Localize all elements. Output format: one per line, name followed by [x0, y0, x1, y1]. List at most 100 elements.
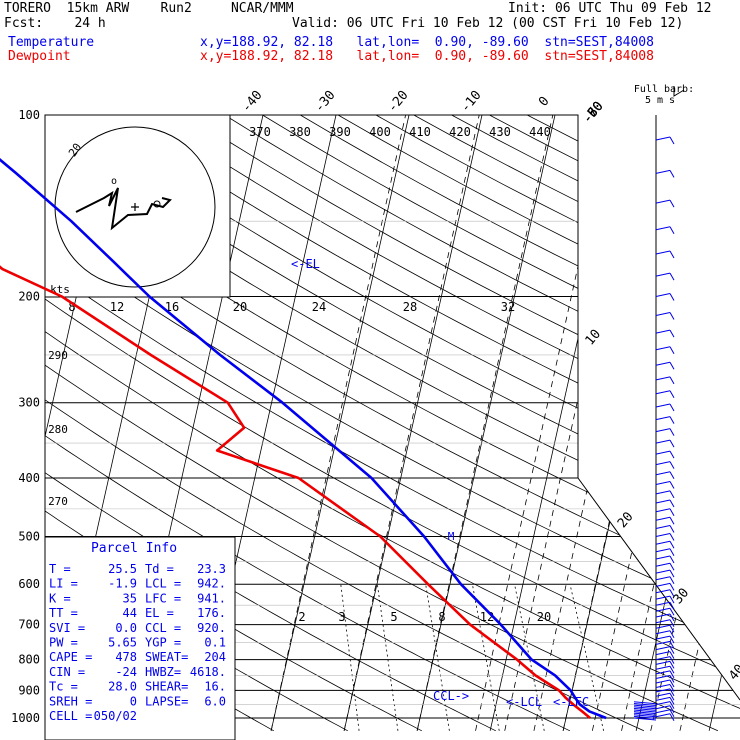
- dry-adiabat-line: [224, 115, 740, 732]
- parcel-info-key: HWBZ=: [145, 665, 181, 679]
- theta-label: 440: [529, 125, 551, 139]
- wind-barb: [655, 701, 675, 709]
- hodograph-ring-label: 20: [66, 141, 84, 159]
- parcel-info-value: 0.0: [115, 621, 137, 635]
- wind-barb: [633, 706, 657, 710]
- dry-adiabat-line: [337, 115, 740, 732]
- isotherm-line: [270, 115, 410, 731]
- wind-barb: [655, 688, 675, 697]
- parcel-info-key: SWEAT=: [145, 650, 188, 664]
- wind-barb: [655, 562, 675, 571]
- wind-barb: [655, 630, 675, 639]
- wind-barb: [655, 136, 675, 145]
- parcel-info-value: 28.0: [108, 680, 137, 694]
- wind-barb: [633, 717, 657, 721]
- wind-barbs: Full barb:5 m s: [634, 84, 694, 721]
- wind-barb: [655, 548, 675, 556]
- wind-barb: [655, 293, 675, 301]
- wind-barb: [655, 679, 675, 688]
- wind-barb: [655, 272, 675, 281]
- pressure-label: 300: [18, 396, 40, 410]
- pressure-label: 200: [18, 290, 40, 304]
- parcel-info-key: SREH =: [49, 694, 92, 708]
- pressure-label: 100: [18, 108, 40, 122]
- isotherm-line: [489, 115, 629, 731]
- wind-barb: [633, 714, 657, 718]
- parcel-info-value: 204: [204, 650, 226, 664]
- isotherm-line: [416, 115, 556, 731]
- wind-barb: [655, 555, 675, 564]
- dry-adiabat-line: [375, 115, 740, 732]
- isotherm-line: [562, 115, 702, 731]
- model-title: TORERO 15km ARW Run2 NCAR/MMM: [4, 1, 294, 16]
- isotherm-label: -50: [580, 99, 607, 127]
- wind-barb: [655, 640, 675, 649]
- dry-adiabat-line: [45, 115, 740, 732]
- wind-barb: [655, 508, 675, 517]
- parcel-info-key: LFC =: [145, 591, 181, 605]
- parcel-info-value: 44: [123, 606, 137, 620]
- wind-barb: [655, 576, 675, 585]
- theta-label: 390: [329, 125, 351, 139]
- moist-adiabat-line: [679, 115, 740, 731]
- theta-label: 420: [449, 125, 471, 139]
- wind-barb: [633, 707, 657, 711]
- parcel-info-key: CELL =: [49, 709, 92, 723]
- wind-barb: [655, 675, 675, 683]
- wind-barb: [655, 582, 675, 591]
- parcel-info-value: 0.1: [204, 636, 226, 650]
- level-annotations: <-EL <-LCL <-LFC CCL-> M: [291, 257, 589, 709]
- parcel-info-value: 920.: [197, 621, 226, 635]
- temperature-legend: Temperature: [8, 35, 95, 50]
- wind-barb: [655, 439, 675, 448]
- parcel-info-key: YGP =: [145, 636, 181, 650]
- parcel-info-value: 941.: [197, 591, 226, 605]
- parcel-info-key: Td =: [145, 562, 174, 576]
- dewpoint-legend: Dewpoint: [8, 49, 71, 64]
- moist-adiabat-line: [621, 115, 740, 731]
- dry-adiabat-line: [45, 115, 740, 732]
- mixing-ratio-lines: [340, 584, 604, 731]
- wind-barb: [655, 516, 675, 525]
- wind-barb: [655, 660, 675, 669]
- dry-adiabat-line: [45, 115, 740, 732]
- mixing-ratio-label: 5: [390, 610, 397, 624]
- wind-barb: [655, 696, 675, 705]
- lcl-annotation: <-LCL: [506, 695, 542, 709]
- moist-adiabat-label: 20: [233, 300, 247, 314]
- wind-barb: [655, 329, 675, 338]
- parcel-info-title: Parcel Info: [91, 541, 177, 556]
- parcel-info-value: 5.65: [108, 636, 137, 650]
- dry-adiabat-line: [413, 115, 740, 732]
- dry-adiabat-line: [489, 115, 740, 732]
- parcel-info-key: CCL =: [145, 621, 181, 635]
- wind-barb: [655, 361, 675, 370]
- parcel-info-key: LI =: [49, 577, 78, 591]
- parcel-info-value: 176.: [197, 606, 226, 620]
- wind-barb: [655, 646, 675, 654]
- hodograph-center-icon: [131, 203, 139, 211]
- wind-barb: [655, 569, 675, 578]
- parcel-info-value: 6.0: [204, 694, 226, 708]
- isotherm-line: [343, 115, 483, 731]
- theta-label: 430: [489, 125, 511, 139]
- parcel-info-value: 16.: [204, 680, 226, 694]
- dry-adiabat-line: [451, 115, 740, 732]
- wind-barb: [655, 450, 675, 459]
- mixing-ratio-line: [569, 584, 604, 731]
- mixing-ratio-line: [340, 584, 360, 731]
- mixing-ratio-label: 8: [438, 610, 445, 624]
- wind-barb: [655, 705, 675, 713]
- wind-barb: [633, 715, 657, 719]
- wind-barb: [655, 312, 675, 320]
- wind-scale-value: 5 m s: [645, 95, 675, 106]
- dewpoint-line: [0, 265, 591, 720]
- parcel-info-value: 4618.: [190, 665, 226, 679]
- hodograph-storm-motion-icon: [153, 200, 161, 208]
- ccl-annotation: CCL->: [433, 689, 469, 703]
- moist-adiabat-line: [504, 115, 642, 731]
- dry-adiabat-line: [45, 115, 52, 732]
- theta-label: 380: [289, 125, 311, 139]
- wind-barb: [655, 169, 675, 178]
